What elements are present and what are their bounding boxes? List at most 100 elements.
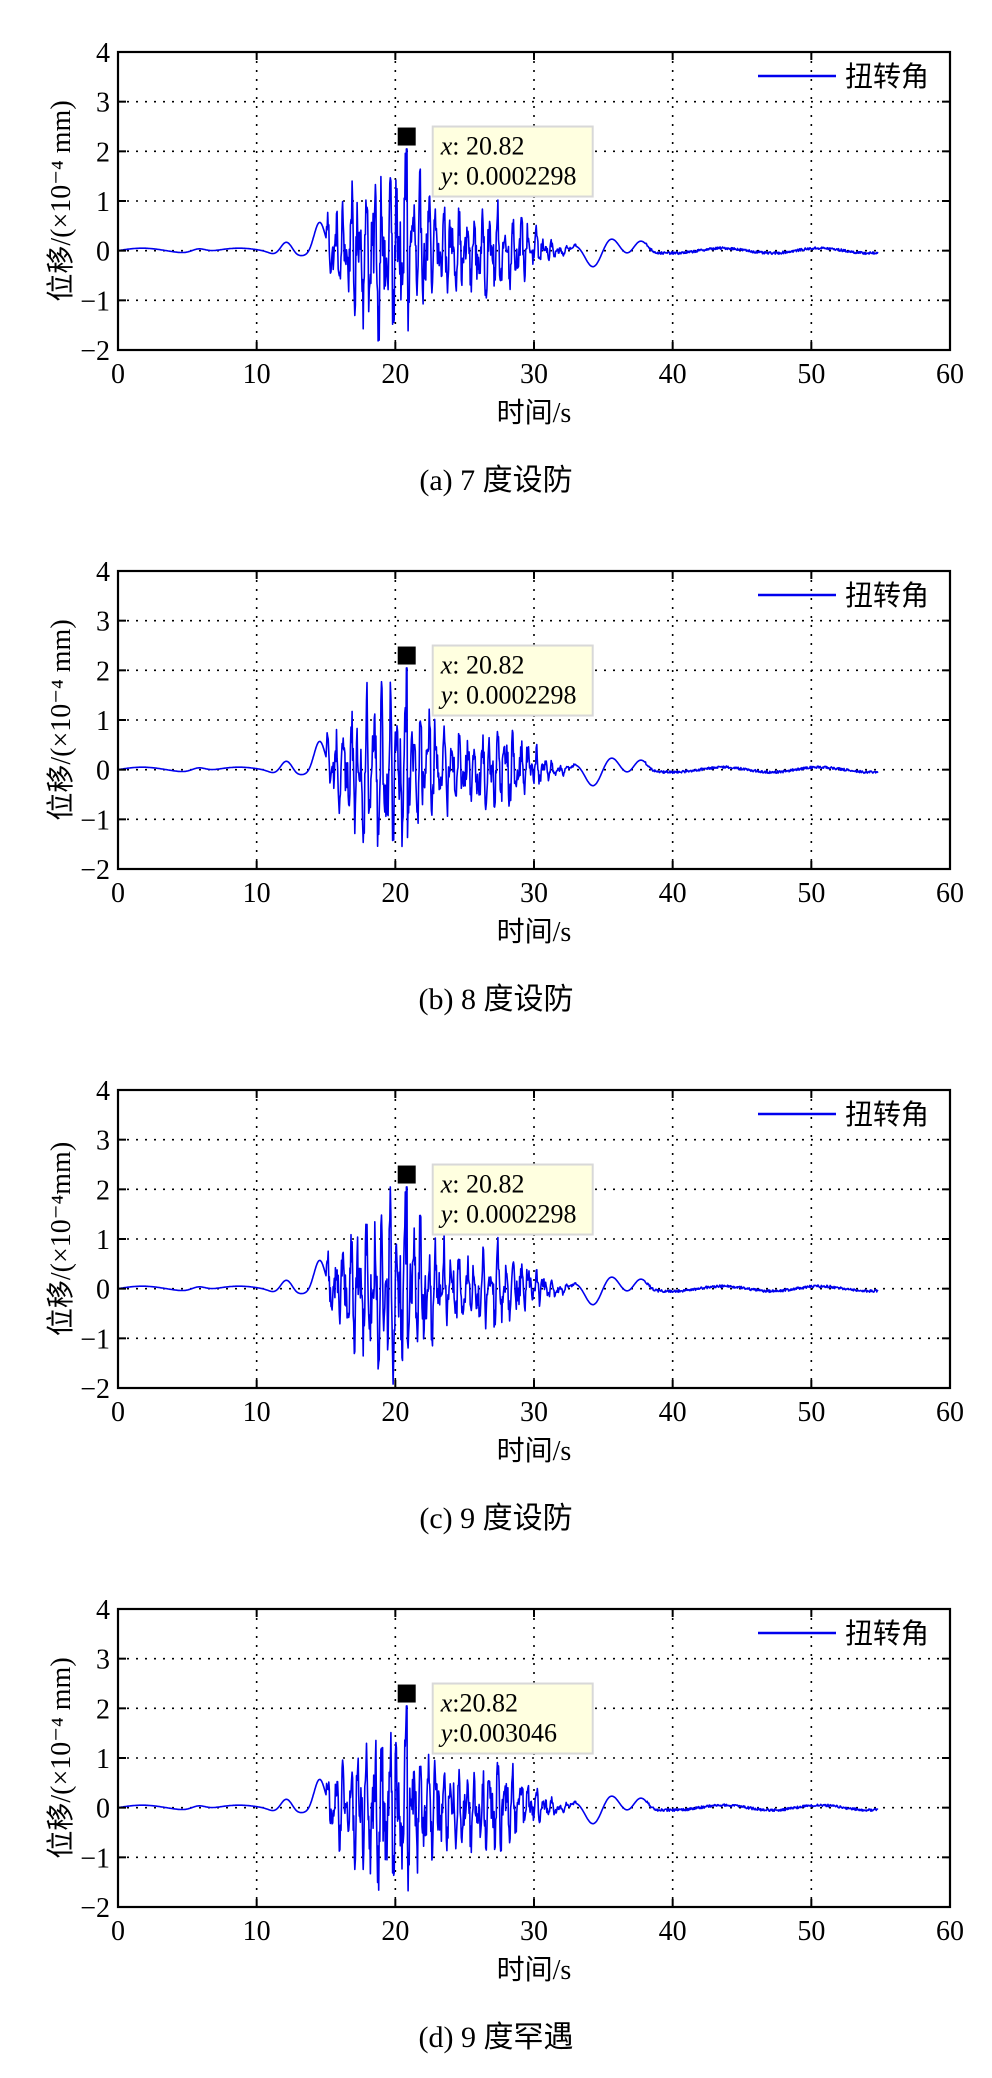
x-tick-label: 20 xyxy=(381,359,409,390)
datatip-y: y: 0.0002298 xyxy=(438,162,577,191)
caption-a: (a) 7 度设防 xyxy=(419,464,573,497)
x-tick-label: 10 xyxy=(243,878,271,909)
datatip-x: x:20.82 xyxy=(440,1689,518,1718)
y-tick-label: 4 xyxy=(96,557,110,588)
x-tick-label: 60 xyxy=(936,359,964,390)
y-axis-label: 位移/(×10⁻⁴ mm) xyxy=(45,619,77,820)
datatip-box xyxy=(431,644,594,717)
y-tick-label: 0 xyxy=(96,237,110,268)
chart-b: 0 10 20 30 40 50 60 −2 −1 0 1 2 3 4 时间/s 位移/(×10⁻⁴ mm) 扭… xyxy=(45,557,964,948)
y-tick-label: 1 xyxy=(96,1744,110,1775)
y-tick-label: −2 xyxy=(80,336,110,367)
y-axis-label: 位移/(×10⁻⁴ mm) xyxy=(45,1657,77,1858)
legend-label: 扭转角 xyxy=(845,1099,929,1131)
y-tick-label: 1 xyxy=(96,706,110,737)
y-tick-label: 0 xyxy=(96,1794,110,1825)
datatip-marker xyxy=(397,127,416,146)
y-tick-label: 4 xyxy=(96,1595,110,1626)
x-tick-label: 30 xyxy=(520,1916,548,1947)
y-axis-label: 位移/(×10⁻⁴ mm) xyxy=(45,100,77,301)
x-axis-label: 时间/s xyxy=(497,916,572,948)
y-tick-label: −2 xyxy=(80,1893,110,1924)
datatip-x: x: 20.82 xyxy=(440,1170,525,1199)
x-tick-label: 50 xyxy=(797,1916,825,1947)
y-axis-label: 位移/(×10⁻⁴mm) xyxy=(45,1142,77,1336)
x-tick-label: 10 xyxy=(243,1397,271,1428)
y-tick-label: 2 xyxy=(96,1694,110,1725)
chart-c: 0 10 20 30 40 50 60 −2 −1 0 1 2 3 4 时间/s 位移/(×10⁻⁴mm) 扭转… xyxy=(45,1076,964,1467)
x-tick-label: 40 xyxy=(659,1916,687,1947)
x-tick-label: 60 xyxy=(936,1916,964,1947)
y-tick-label: −1 xyxy=(80,1324,110,1355)
y-tick-label: 3 xyxy=(96,1645,110,1676)
x-tick-label: 50 xyxy=(797,1397,825,1428)
y-tick-label: −1 xyxy=(80,805,110,836)
chart-panel-b: 0 10 20 30 40 50 60 −2 −1 0 1 2 3 4 时间/s 位移/(×10⁻⁴ mm) 扭… xyxy=(0,519,992,1039)
datatip-marker xyxy=(397,646,416,665)
y-tick-label: 4 xyxy=(96,1076,110,1107)
y-tick-label: 1 xyxy=(96,1225,110,1256)
x-tick-label: 30 xyxy=(520,878,548,909)
y-tick-label: 2 xyxy=(96,137,110,168)
chart-panel-d: 0 10 20 30 40 50 60 −2 −1 0 1 2 3 4 时间/s 位移/(×10⁻⁴ mm) 扭… xyxy=(0,1557,992,2077)
y-tick-label: 4 xyxy=(96,38,110,69)
y-tick-label: 0 xyxy=(96,1275,110,1306)
x-axis-label: 时间/s xyxy=(497,397,572,429)
y-tick-label: 0 xyxy=(96,756,110,787)
x-tick-label: 0 xyxy=(111,359,125,390)
x-axis-label: 时间/s xyxy=(497,1954,572,1986)
y-tick-label: 3 xyxy=(96,607,110,638)
datatip-box xyxy=(431,1163,594,1236)
x-tick-label: 30 xyxy=(520,1397,548,1428)
x-tick-label: 60 xyxy=(936,1397,964,1428)
datatip-y: y: 0.0002298 xyxy=(438,1200,577,1229)
x-axis-label: 时间/s xyxy=(497,1435,572,1467)
chart-a: 0 10 20 30 40 50 60 −2 −1 0 1 2 3 4 时间/s 位移/(×10⁻⁴ mm) 扭… xyxy=(45,38,964,429)
chart-panel-c: 0 10 20 30 40 50 60 −2 −1 0 1 2 3 4 时间/s 位移/(×10⁻⁴mm) 扭转… xyxy=(0,1038,992,1558)
datatip-y: y:0.003046 xyxy=(438,1719,557,1748)
datatip-marker xyxy=(397,1684,416,1703)
datatip-x: x: 20.82 xyxy=(440,651,525,680)
series-line-torsion xyxy=(117,1186,879,1385)
datatip-x: x: 20.82 xyxy=(440,132,525,161)
x-tick-label: 50 xyxy=(797,878,825,909)
x-tick-label: 40 xyxy=(659,878,687,909)
legend-label: 扭转角 xyxy=(845,1618,929,1650)
x-tick-label: 0 xyxy=(111,1916,125,1947)
y-tick-label: −1 xyxy=(80,1843,110,1874)
x-tick-label: 60 xyxy=(936,878,964,909)
datatip-y: y: 0.0002298 xyxy=(438,681,577,710)
x-tick-label: 50 xyxy=(797,359,825,390)
series-line-torsion xyxy=(117,148,879,342)
x-tick-label: 40 xyxy=(659,1397,687,1428)
series-line-torsion xyxy=(117,1705,879,1892)
y-tick-label: −2 xyxy=(80,855,110,886)
x-tick-label: 0 xyxy=(111,878,125,909)
datatip-box xyxy=(431,1682,594,1755)
y-tick-label: −2 xyxy=(80,1374,110,1405)
x-tick-label: 10 xyxy=(243,1916,271,1947)
y-tick-label: 1 xyxy=(96,187,110,218)
x-tick-label: 10 xyxy=(243,359,271,390)
caption-c: (c) 9 度设防 xyxy=(419,1502,573,1535)
caption-b: (b) 8 度设防 xyxy=(418,983,574,1016)
legend-label: 扭转角 xyxy=(845,580,929,612)
y-tick-label: 3 xyxy=(96,88,110,119)
x-tick-label: 40 xyxy=(659,359,687,390)
datatip-marker xyxy=(397,1165,416,1184)
series-line-torsion xyxy=(117,667,879,848)
chart-panel-a: 0 10 20 30 40 50 60 −2 −1 0 1 2 3 4 时间/s 位移/(×10⁻⁴ mm) 扭… xyxy=(0,0,992,520)
y-tick-label: 2 xyxy=(96,1175,110,1206)
x-tick-label: 20 xyxy=(381,1397,409,1428)
legend-label: 扭转角 xyxy=(845,61,929,93)
chart-d: 0 10 20 30 40 50 60 −2 −1 0 1 2 3 4 时间/s 位移/(×10⁻⁴ mm) 扭… xyxy=(45,1595,964,1986)
x-tick-label: 30 xyxy=(520,359,548,390)
x-tick-label: 0 xyxy=(111,1397,125,1428)
y-tick-label: −1 xyxy=(80,286,110,317)
y-tick-label: 2 xyxy=(96,656,110,687)
caption-d: (d) 9 度罕遇 xyxy=(418,2021,574,2054)
x-tick-label: 20 xyxy=(381,1916,409,1947)
datatip-box xyxy=(431,125,594,198)
x-tick-label: 20 xyxy=(381,878,409,909)
y-tick-label: 3 xyxy=(96,1126,110,1157)
